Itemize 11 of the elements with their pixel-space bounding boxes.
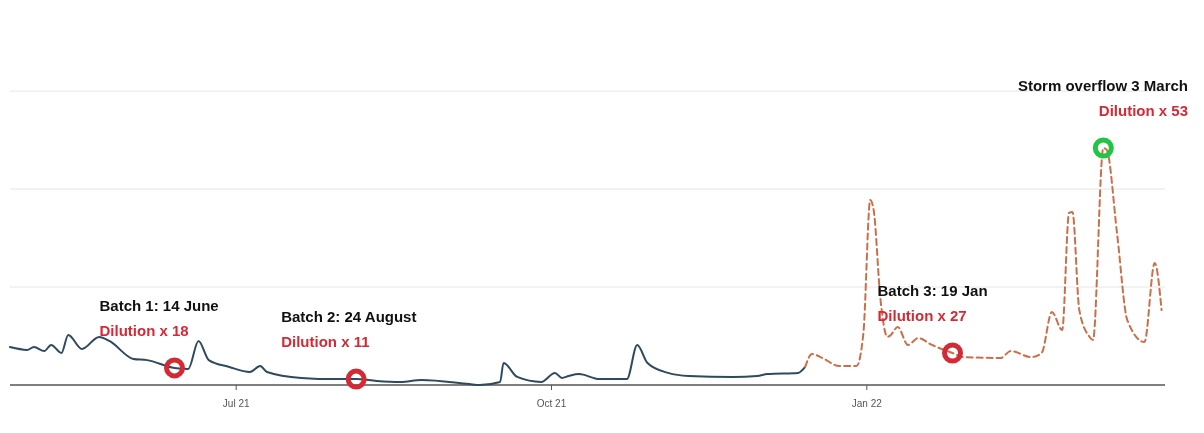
x-tick-label: Jan 22: [851, 398, 883, 409]
point: [942, 342, 964, 364]
x-tick-label: Oct 21: [536, 398, 567, 409]
annotation: Batch 2: 24 August Dilution x 11: [281, 308, 417, 351]
x-tick-label: Jul 21: [222, 398, 250, 409]
annotation: Batch 3: 19 Jan Dilution x 27: [877, 282, 988, 325]
annotation: Batch 1: 14 June Dilution x 18: [99, 296, 219, 339]
point: [1092, 137, 1114, 159]
annotation: Storm overflow 3 March Dilution x 53: [1017, 77, 1188, 119]
point: [345, 368, 367, 390]
point: [164, 357, 186, 379]
